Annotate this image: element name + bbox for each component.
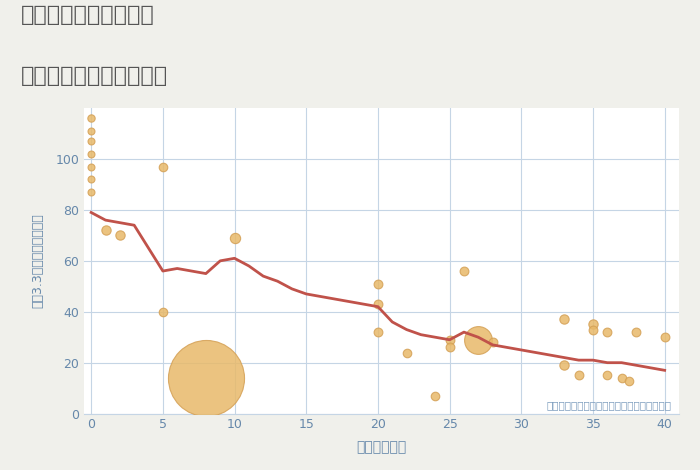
Point: [85, 188, 97, 196]
Point: [587, 321, 598, 328]
Point: [616, 374, 627, 382]
Point: [623, 377, 634, 384]
Point: [372, 280, 384, 288]
Point: [559, 316, 570, 323]
Text: 兵庫県姫路市西今宿の: 兵庫県姫路市西今宿の: [21, 5, 155, 25]
Point: [444, 344, 455, 351]
X-axis label: 築年数（年）: 築年数（年）: [356, 440, 407, 454]
Point: [559, 361, 570, 369]
Point: [85, 137, 97, 145]
Point: [430, 392, 441, 399]
Point: [659, 334, 671, 341]
Point: [573, 372, 584, 379]
Point: [444, 336, 455, 344]
Point: [602, 329, 613, 336]
Point: [85, 150, 97, 157]
Text: 築年数別中古戸建て価格: 築年数別中古戸建て価格: [21, 66, 168, 86]
Point: [473, 336, 484, 344]
Point: [85, 115, 97, 122]
Point: [487, 338, 498, 346]
Point: [587, 326, 598, 333]
Point: [100, 227, 111, 234]
Y-axis label: 坪（3.3㎡）単価（万円）: 坪（3.3㎡）単価（万円）: [32, 213, 44, 308]
Point: [401, 349, 412, 356]
Point: [85, 176, 97, 183]
Point: [158, 308, 169, 315]
Point: [631, 329, 642, 336]
Point: [602, 372, 613, 379]
Text: 円の大きさは、取引のあった物件面積を示す: 円の大きさは、取引のあった物件面積を示す: [547, 400, 672, 410]
Point: [229, 234, 240, 242]
Point: [85, 163, 97, 171]
Point: [114, 232, 125, 239]
Point: [158, 163, 169, 171]
Point: [85, 127, 97, 135]
Point: [372, 329, 384, 336]
Point: [372, 300, 384, 308]
Point: [200, 374, 211, 382]
Point: [458, 267, 470, 275]
